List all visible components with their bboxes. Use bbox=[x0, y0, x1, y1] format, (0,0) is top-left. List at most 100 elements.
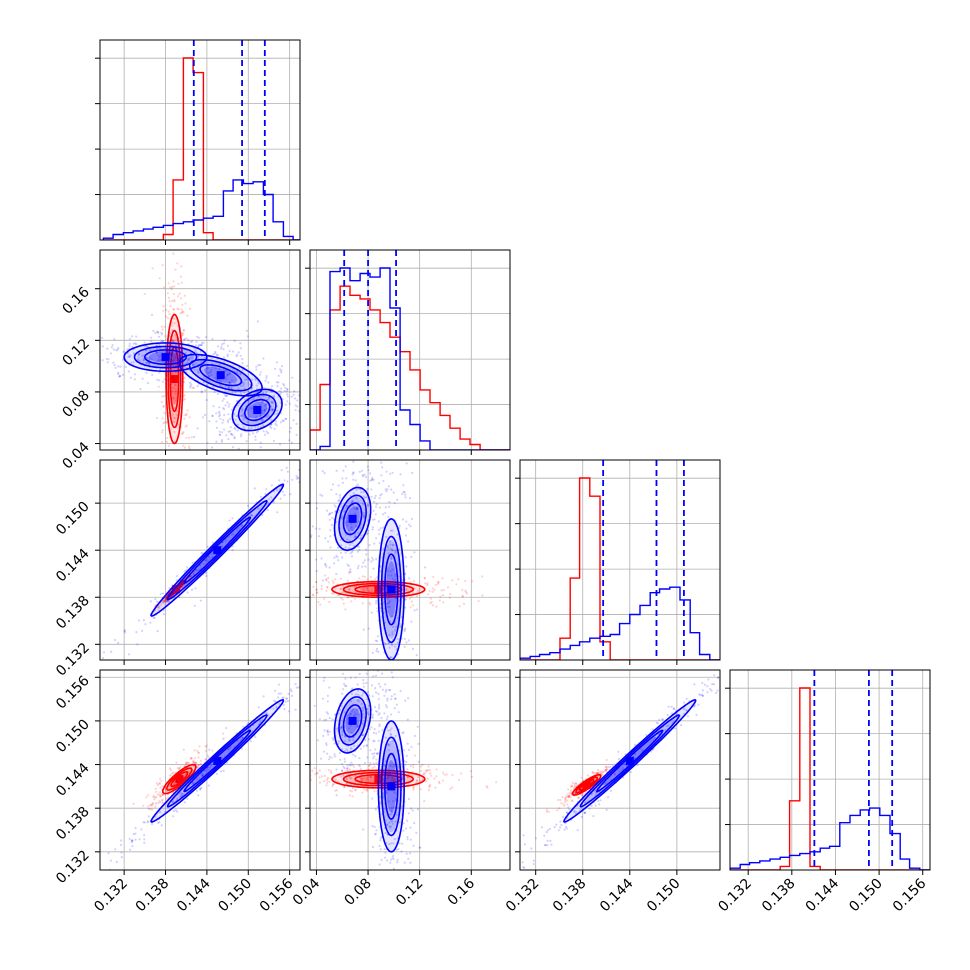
y-tick-label: 0.132 bbox=[53, 640, 93, 680]
contour-line bbox=[183, 516, 252, 584]
x-tick-label: 0.138 bbox=[133, 876, 173, 916]
x-tick-label: 0.08 bbox=[342, 876, 375, 909]
x-tick-label: 0.150 bbox=[644, 876, 684, 916]
contour-line bbox=[243, 398, 271, 422]
histogram-series_a bbox=[730, 687, 930, 870]
contour-line bbox=[342, 771, 415, 787]
density-peak bbox=[213, 546, 222, 555]
panel-3-2: 0.132 0.138 0.144 0.150 bbox=[503, 669, 721, 916]
y-tick-label: 0.144 bbox=[53, 760, 93, 800]
contour-line bbox=[596, 729, 664, 793]
panel-frame bbox=[99, 39, 301, 241]
histogram-series_a bbox=[310, 285, 510, 450]
panel-0-0 bbox=[95, 39, 301, 245]
contour-line bbox=[231, 388, 283, 432]
panel-frame bbox=[309, 249, 511, 451]
contour-line bbox=[143, 349, 188, 365]
x-tick-label: 0.132 bbox=[715, 876, 755, 916]
contour-line bbox=[199, 363, 243, 387]
x-tick-label: 0.132 bbox=[91, 876, 131, 916]
contour-line bbox=[342, 704, 363, 738]
x-tick-label: 0.12 bbox=[393, 876, 426, 909]
contour-line bbox=[183, 729, 252, 793]
x-tick-label: 0.16 bbox=[445, 875, 478, 908]
contour-line bbox=[166, 499, 268, 601]
contour-line bbox=[342, 502, 363, 536]
panel-3-1: 0.04 0.08 0.12 0.16 bbox=[290, 669, 511, 909]
panel-frame bbox=[99, 249, 301, 451]
panel-1-1 bbox=[305, 249, 511, 455]
y-tick-label: 0.16 bbox=[59, 284, 92, 317]
density-peak bbox=[625, 756, 634, 765]
contour-line bbox=[575, 776, 599, 794]
x-tick-label: 0.150 bbox=[846, 876, 886, 916]
contour-line bbox=[165, 313, 184, 445]
density-peak bbox=[348, 716, 357, 725]
panel-frame bbox=[99, 459, 301, 661]
density-peak bbox=[253, 406, 262, 414]
density-peak bbox=[348, 514, 357, 523]
x-tick-label: 0.04 bbox=[290, 875, 323, 908]
contour-line bbox=[166, 714, 268, 808]
y-tick-label: 0.08 bbox=[59, 387, 92, 420]
panel-2-1 bbox=[305, 459, 511, 665]
panel-frame bbox=[309, 669, 511, 871]
panel-2-2 bbox=[515, 459, 721, 665]
contour-line bbox=[166, 767, 193, 791]
density-peak bbox=[387, 782, 396, 791]
density-peak bbox=[582, 780, 591, 789]
panel-frame bbox=[519, 459, 721, 661]
contour-line bbox=[167, 329, 182, 429]
contour-line bbox=[383, 553, 399, 626]
contour-line bbox=[338, 696, 367, 746]
y-tick-label: 0.150 bbox=[53, 716, 93, 756]
histogram-series_b bbox=[730, 807, 930, 870]
x-tick-label: 0.144 bbox=[803, 875, 843, 915]
x-tick-label: 0.156 bbox=[890, 875, 930, 915]
contour-line bbox=[342, 582, 415, 597]
density-peak bbox=[216, 371, 225, 380]
contour-line bbox=[333, 688, 372, 754]
panel-frame bbox=[729, 669, 931, 871]
panel-1-0: 0.04 0.08 0.12 0.16 bbox=[59, 249, 301, 472]
density-peak bbox=[175, 775, 184, 784]
x-tick-label: 0.144 bbox=[174, 875, 214, 915]
contour-line bbox=[380, 736, 402, 837]
y-tick-label: 0.150 bbox=[53, 499, 93, 539]
panel-frame bbox=[99, 669, 301, 871]
contour-line bbox=[563, 699, 697, 823]
density-peak bbox=[387, 585, 396, 594]
x-tick-label: 0.144 bbox=[597, 875, 637, 915]
density-peak bbox=[171, 585, 180, 594]
contour-line bbox=[237, 393, 277, 427]
contour-line bbox=[170, 771, 189, 788]
y-tick-label: 0.138 bbox=[53, 593, 93, 633]
y-tick-label: 0.04 bbox=[59, 439, 92, 472]
x-tick-label: 0.132 bbox=[503, 876, 543, 916]
contour-line bbox=[123, 342, 208, 373]
contour-line bbox=[377, 720, 406, 853]
scatter-series_b bbox=[313, 670, 422, 870]
x-tick-label: 0.138 bbox=[759, 876, 799, 916]
contour-line bbox=[380, 535, 402, 644]
x-tick-label: 0.150 bbox=[215, 876, 255, 916]
density-peak bbox=[213, 756, 222, 765]
density-peak bbox=[161, 353, 170, 362]
panel-frame bbox=[519, 669, 721, 871]
contour-line bbox=[579, 714, 681, 808]
x-tick-label: 0.156 bbox=[257, 875, 297, 915]
contour-line bbox=[383, 752, 399, 820]
contour-line bbox=[377, 517, 406, 660]
density-peak bbox=[170, 375, 179, 384]
y-tick-label: 0.138 bbox=[53, 804, 93, 844]
contour-line bbox=[150, 699, 285, 823]
contour-line bbox=[188, 358, 253, 392]
histogram-series_b bbox=[102, 179, 300, 240]
x-tick-label: 0.138 bbox=[550, 876, 590, 916]
y-tick-label: 0.12 bbox=[59, 336, 92, 369]
y-tick-label: 0.132 bbox=[53, 847, 93, 887]
y-tick-label: 0.156 bbox=[53, 673, 93, 713]
panel-3-3: 0.132 0.138 0.144 0.150 0.156 bbox=[715, 669, 931, 916]
contour-line bbox=[338, 494, 367, 544]
